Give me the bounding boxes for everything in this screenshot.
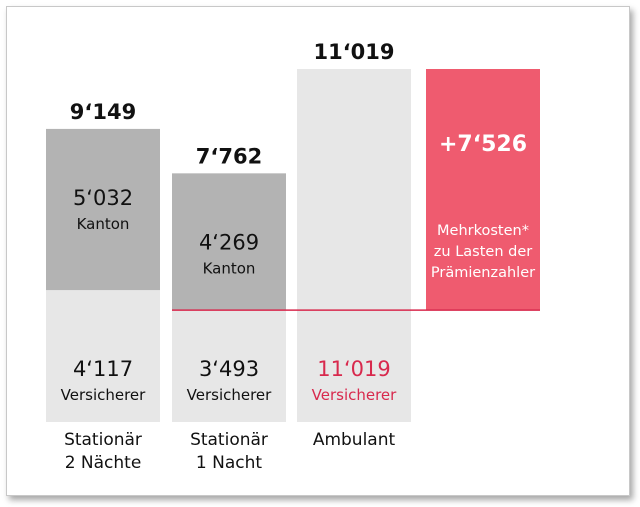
bar-versicherer-3 <box>297 69 411 422</box>
versicherer-value-2: 3‘493 <box>199 357 259 381</box>
category-label-3-1: Ambulant <box>313 430 396 450</box>
category-label-2-2: 1 Nacht <box>196 453 262 473</box>
versicherer-label-3: Versicherer <box>312 386 398 404</box>
versicherer-value-1: 4‘117 <box>73 357 133 381</box>
kanton-label-1: Kanton <box>77 215 130 233</box>
mehrkosten-text-2: zu Lasten der <box>434 244 532 260</box>
versicherer-label-1: Versicherer <box>61 386 147 404</box>
total-label-3: 11‘019 <box>313 40 394 64</box>
total-label-1: 9‘149 <box>70 100 136 124</box>
bar-mehrkosten <box>426 69 540 311</box>
kanton-value-1: 5‘032 <box>73 186 133 210</box>
mehrkosten-text-1: Mehrkosten* <box>437 223 529 239</box>
bar-versicherer-2 <box>172 310 286 422</box>
category-label-1-2: 2 Nächte <box>65 453 142 473</box>
kanton-value-2: 4‘269 <box>199 230 259 254</box>
bar-versicherer-1 <box>46 290 160 422</box>
category-label-2-1: Stationär <box>190 430 268 450</box>
category-label-1-1: Stationär <box>64 430 142 450</box>
mehrkosten-text-3: Prämienzahler <box>431 265 535 281</box>
total-label-2: 7‘762 <box>196 144 262 168</box>
mehrkosten-value: +7‘526 <box>439 132 527 157</box>
versicherer-label-2: Versicherer <box>187 386 273 404</box>
versicherer-value-3: 11‘019 <box>317 357 390 381</box>
kanton-label-2: Kanton <box>203 259 256 277</box>
bar-kanton-2 <box>172 173 286 311</box>
total-label-plate-3 <box>316 39 392 69</box>
bar-kanton-1 <box>46 128 160 291</box>
